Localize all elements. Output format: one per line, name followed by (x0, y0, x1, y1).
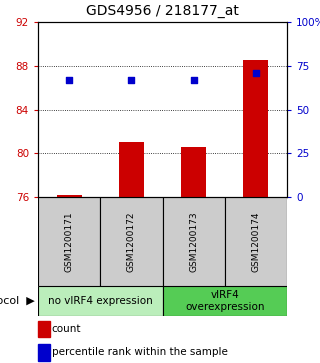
Bar (244, 60, 268, 197)
Text: GDS4956 / 218177_at: GDS4956 / 218177_at (86, 4, 239, 18)
Bar (163, 286, 287, 316)
Bar (38, 197, 100, 286)
Text: percentile rank within the sample: percentile rank within the sample (52, 347, 228, 357)
Text: protocol  ▶: protocol ▶ (0, 296, 35, 306)
Bar (38, 321, 50, 337)
Point (253, 70, 259, 76)
Text: GSM1200174: GSM1200174 (252, 211, 260, 272)
Bar (100, 197, 163, 286)
Point (191, 77, 196, 83)
Bar (38, 344, 50, 361)
Text: GSM1200172: GSM1200172 (127, 211, 136, 272)
Text: vIRF4
overexpression: vIRF4 overexpression (185, 290, 265, 312)
Text: count: count (52, 324, 81, 334)
Point (67, 77, 72, 83)
Bar (38, 286, 163, 316)
Bar (225, 197, 287, 286)
Text: GSM1200173: GSM1200173 (189, 211, 198, 272)
Bar (57, 195, 82, 197)
Point (129, 77, 134, 83)
Text: GSM1200171: GSM1200171 (65, 211, 74, 272)
Bar (163, 197, 225, 286)
Text: no vIRF4 expression: no vIRF4 expression (48, 296, 153, 306)
Bar (181, 147, 206, 197)
Bar (119, 142, 144, 197)
